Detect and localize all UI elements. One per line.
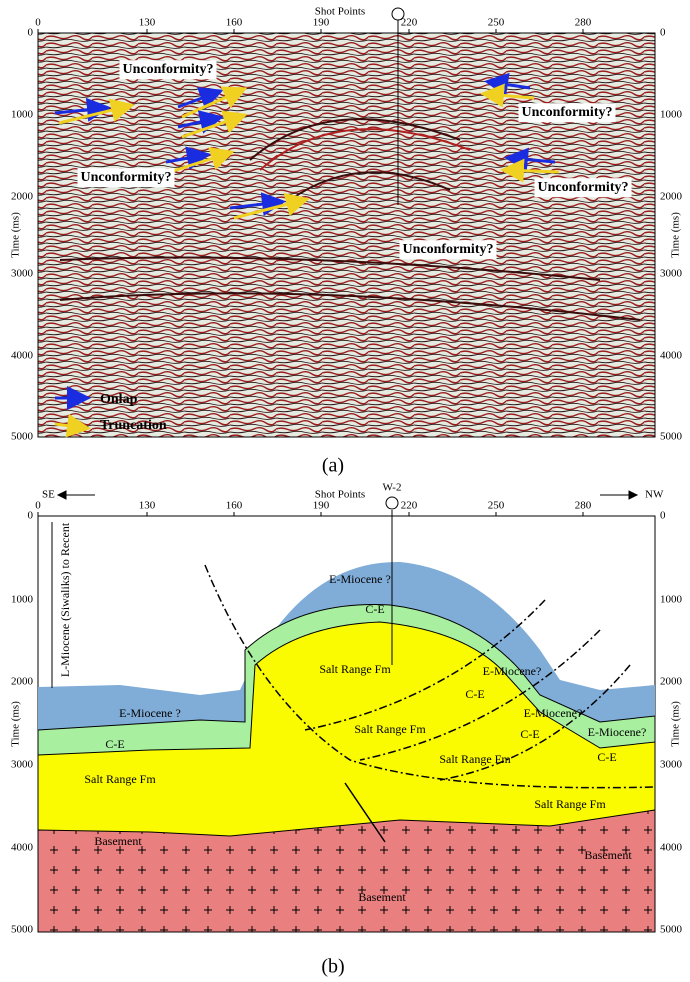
unit-label: Basement <box>584 848 632 862</box>
y-tick-label: 0 <box>28 27 34 39</box>
unit-label: Salt Range Fm <box>319 662 391 676</box>
y-tick-label: 2000 <box>11 676 34 688</box>
figure: 0130160190220250280001000100020002000300… <box>0 0 690 982</box>
y-tick-label: 2000 <box>660 676 683 688</box>
annotation-label: Unconformity? <box>123 62 214 77</box>
annotation-label: Unconformity? <box>538 180 629 195</box>
well-symbol <box>386 497 398 509</box>
y-tick-label: 1000 <box>11 594 34 606</box>
y-tick-label: 1000 <box>660 109 683 121</box>
y-tick-label: 1000 <box>660 594 683 606</box>
y-axis-title: Time (ms) <box>10 701 22 747</box>
annotation-label: Unconformity? <box>522 105 613 120</box>
unit-label: C-E <box>365 602 384 616</box>
caption: (b) <box>321 956 344 978</box>
x-tick-label: 160 <box>226 17 243 29</box>
unit-label: E-Miocene? <box>588 725 647 739</box>
y-axis-title: Time (ms) <box>670 212 682 258</box>
y-tick-label: 5000 <box>660 431 683 443</box>
x-tick-label: 130 <box>139 17 156 29</box>
y-tick-label: 3000 <box>660 268 683 280</box>
seismic-section <box>38 33 655 437</box>
legend-label: Truncation <box>100 418 167 433</box>
unit-label: C-E <box>597 750 616 764</box>
unit-label: Basement <box>94 834 142 848</box>
annotation-label: Unconformity? <box>81 170 172 185</box>
y-tick-label: 2000 <box>11 191 34 203</box>
annotation: Unconformity? <box>519 103 616 122</box>
x-tick-label: 0 <box>35 17 41 29</box>
annotation: Unconformity? <box>400 240 497 259</box>
y-tick-label: 4000 <box>11 842 34 854</box>
x-tick-label: 250 <box>488 500 505 512</box>
y-tick-label: 0 <box>660 510 666 522</box>
direction-label: SE <box>42 489 55 501</box>
y-tick-label: 4000 <box>660 842 683 854</box>
unit-label: Basement <box>358 890 406 904</box>
unit-label: C-E <box>520 727 539 741</box>
legend-label: Onlap <box>100 392 138 407</box>
y-axis-title: Time (ms) <box>10 212 22 258</box>
x-tick-label: 0 <box>35 500 41 512</box>
y-axis-title: Time (ms) <box>670 701 682 747</box>
y-tick-label: 0 <box>660 27 666 39</box>
unit-label: Salt Range Fm <box>354 722 426 736</box>
y-tick-label: 3000 <box>11 268 34 280</box>
unit-label: E-Miocene ? <box>119 706 181 720</box>
x-tick-label: 280 <box>575 17 592 29</box>
unit-label: C-E <box>105 737 124 751</box>
x-tick-label: 130 <box>139 500 156 512</box>
x-tick-label: 190 <box>313 17 330 29</box>
x-tick-label: 250 <box>488 17 505 29</box>
y-tick-label: 3000 <box>11 759 34 771</box>
y-tick-label: 3000 <box>660 759 683 771</box>
annotation: Unconformity? <box>78 168 175 187</box>
y-tick-label: 0 <box>28 510 34 522</box>
x-tick-label: 280 <box>575 500 592 512</box>
x-tick-label: 220 <box>401 500 418 512</box>
unit-label: E-Miocene? <box>524 706 583 720</box>
y-tick-label: 5000 <box>11 431 34 443</box>
annotation-label: Unconformity? <box>403 242 494 257</box>
x-axis-title: Shot Points <box>315 489 365 501</box>
x-tick-label: 160 <box>226 500 243 512</box>
unit-label: Salt Range Fm <box>534 797 606 811</box>
annotation: Unconformity? <box>120 60 217 79</box>
y-tick-label: 2000 <box>660 191 683 203</box>
unit-label: C-E <box>465 687 484 701</box>
y-tick-label: 4000 <box>11 350 34 362</box>
unit-label: E-Miocene ? <box>329 572 391 586</box>
x-tick-label: 220 <box>401 17 418 29</box>
well-label: W-2 <box>383 482 402 494</box>
unit-label: Salt Range Fm <box>84 772 156 786</box>
unit-label: E-Miocene? <box>483 664 542 678</box>
y-tick-label: 5000 <box>11 924 34 936</box>
caption: (a) <box>322 455 344 477</box>
unit-label: Salt Range Fm <box>439 752 511 766</box>
x-axis-title: Shot Points <box>315 6 365 18</box>
y-tick-label: 4000 <box>660 350 683 362</box>
y-tick-label: 5000 <box>660 924 683 936</box>
x-tick-label: 190 <box>313 500 330 512</box>
y-tick-label: 1000 <box>11 109 34 121</box>
age-label: L-Miocene (Siwaliks) to Recent <box>58 522 72 677</box>
annotation: Unconformity? <box>535 178 632 197</box>
truncation-arrow <box>506 170 559 172</box>
direction-label: NW <box>645 489 664 501</box>
